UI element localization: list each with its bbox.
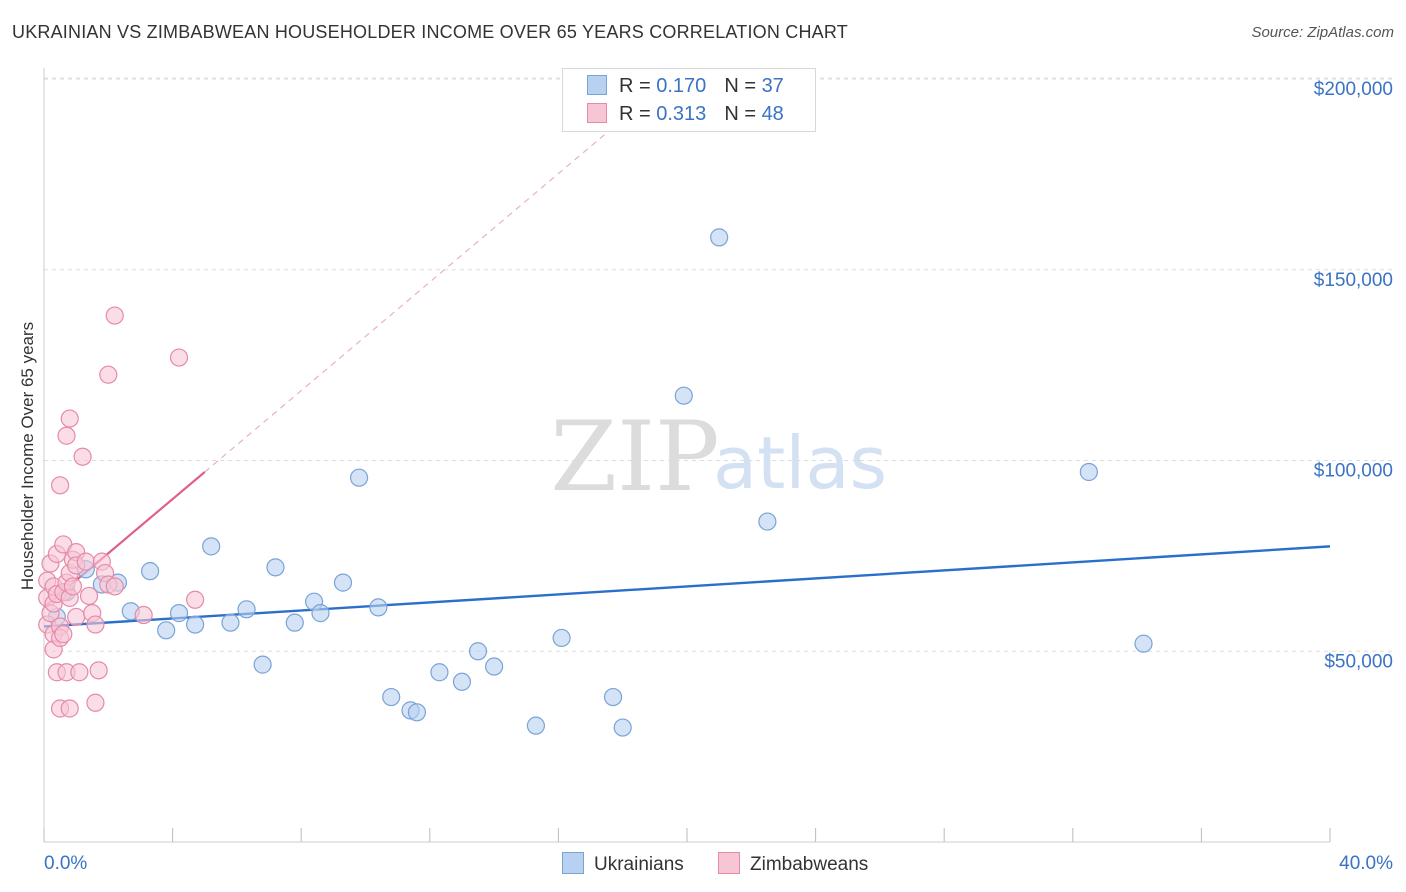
x-tick-label-min: 0.0%: [44, 853, 87, 874]
ukrainian-point: [452, 672, 472, 691]
pink-swatch-icon: [718, 852, 740, 874]
zimbabwean-point: [169, 348, 189, 367]
legend-r-label: R =: [619, 103, 651, 125]
ukrainian-point: [1134, 634, 1153, 653]
ukrainian-point: [407, 703, 427, 722]
ukrainian-point: [311, 604, 330, 623]
ukrainian-point: [369, 598, 388, 617]
data-points: [38, 228, 1153, 737]
ukrainian-point: [674, 386, 693, 405]
zimbabwean-point: [60, 409, 79, 428]
ukrainian-point: [186, 615, 205, 634]
zimbabwean-trend-extension: [204, 105, 640, 473]
pink-swatch-icon: [587, 103, 607, 123]
chart-title: UKRAINIAN VS ZIMBABWEAN HOUSEHOLDER INCO…: [12, 22, 848, 42]
watermark-atlas: atlas: [713, 421, 887, 505]
watermark-zip: ZIP: [550, 401, 719, 513]
bottom-legend-ukrainians: Ukrainians: [562, 852, 684, 876]
y-tick-label: $150,000: [1314, 270, 1393, 291]
source-credit: Source: ZipAtlas.com: [1251, 24, 1394, 41]
legend-row-zimbabweans: R = 0.313 N = 48: [587, 103, 784, 127]
ukrainian-point: [253, 655, 272, 674]
zimbabwean-point: [70, 663, 89, 682]
legend-r-label: R =: [619, 75, 651, 97]
zimbabwean-point: [73, 447, 92, 466]
zimbabwean-point: [50, 476, 70, 495]
zimbabwean-point: [105, 577, 124, 596]
ukrainian-point: [758, 512, 777, 531]
ukrainian-point: [140, 562, 160, 581]
zimbabwean-point: [54, 625, 73, 644]
ukrainian-point: [430, 663, 449, 682]
zimbabwean-point: [105, 306, 124, 325]
ukrainian-point: [157, 621, 176, 640]
zimbabwean-point: [57, 426, 76, 445]
zimbabwean-point: [86, 615, 105, 634]
ukrainian-point: [349, 468, 369, 487]
zimbabwean-point: [99, 365, 118, 384]
tick-labels: $50,000 $100,000 $150,000 $200,000 0.0% 40.0%: [44, 79, 1393, 874]
y-tick-label: $50,000: [1324, 651, 1393, 672]
zimbabwean-point: [67, 607, 86, 627]
bottom-legend-label: Zimbabweans: [750, 854, 869, 875]
correlation-legend: R = 0.170 N = 37 R = 0.313 N = 48: [562, 68, 816, 132]
ukrainian-point: [202, 537, 221, 556]
watermark: ZIP atlas: [550, 401, 887, 513]
bottom-legend-label: Ukrainians: [594, 854, 684, 875]
ukrainian-point: [285, 613, 304, 632]
ukrainian-point: [1079, 462, 1098, 482]
grid-lines: [44, 77, 1395, 652]
legend-n-label: N =: [724, 103, 756, 125]
ukrainian-point: [382, 687, 401, 707]
ukrainian-trend-line: [43, 545, 1331, 628]
ukrainian-point: [613, 718, 632, 737]
blue-swatch-icon: [562, 852, 584, 874]
legend-r-value: 0.313: [656, 103, 707, 125]
ukrainian-point: [221, 613, 240, 632]
y-axis-label: Householder Income Over 65 years: [18, 321, 37, 591]
zimbabwean-point: [63, 577, 83, 596]
zimbabwean-point: [186, 590, 205, 609]
ukrainian-point: [526, 716, 545, 735]
ukrainian-point: [468, 642, 488, 661]
legend-r-value: 0.170: [656, 75, 707, 97]
ukrainian-point: [237, 600, 256, 619]
zimbabwean-point: [76, 552, 95, 571]
x-tick-label-max: 40.0%: [1339, 853, 1393, 874]
zimbabwean-point: [79, 586, 99, 606]
legend-n-value: 37: [761, 75, 784, 97]
y-tick-label: $100,000: [1314, 461, 1393, 482]
zimbabwean-point: [89, 661, 108, 680]
blue-swatch-icon: [587, 75, 607, 95]
ukrainian-point: [603, 687, 623, 707]
ukrainian-point: [552, 628, 571, 648]
ukrainian-point: [485, 657, 504, 676]
zimbabwean-point: [134, 605, 153, 625]
zimbabwean-point: [60, 699, 79, 718]
y-tick-label: $200,000: [1314, 79, 1393, 100]
ukrainian-point: [169, 604, 189, 623]
ukrainian-point: [333, 573, 353, 592]
legend-n-value: 48: [761, 103, 784, 125]
axes: [43, 68, 1331, 843]
legend-row-ukrainians: R = 0.170 N = 37: [587, 75, 784, 99]
legend-n-label: N =: [724, 75, 756, 97]
ukrainian-point: [710, 228, 729, 247]
ukrainian-point: [266, 558, 285, 577]
bottom-legend-zimbabweans: Zimbabweans: [718, 852, 868, 876]
trend-lines: [43, 105, 1331, 628]
zimbabwean-point: [86, 693, 105, 712]
